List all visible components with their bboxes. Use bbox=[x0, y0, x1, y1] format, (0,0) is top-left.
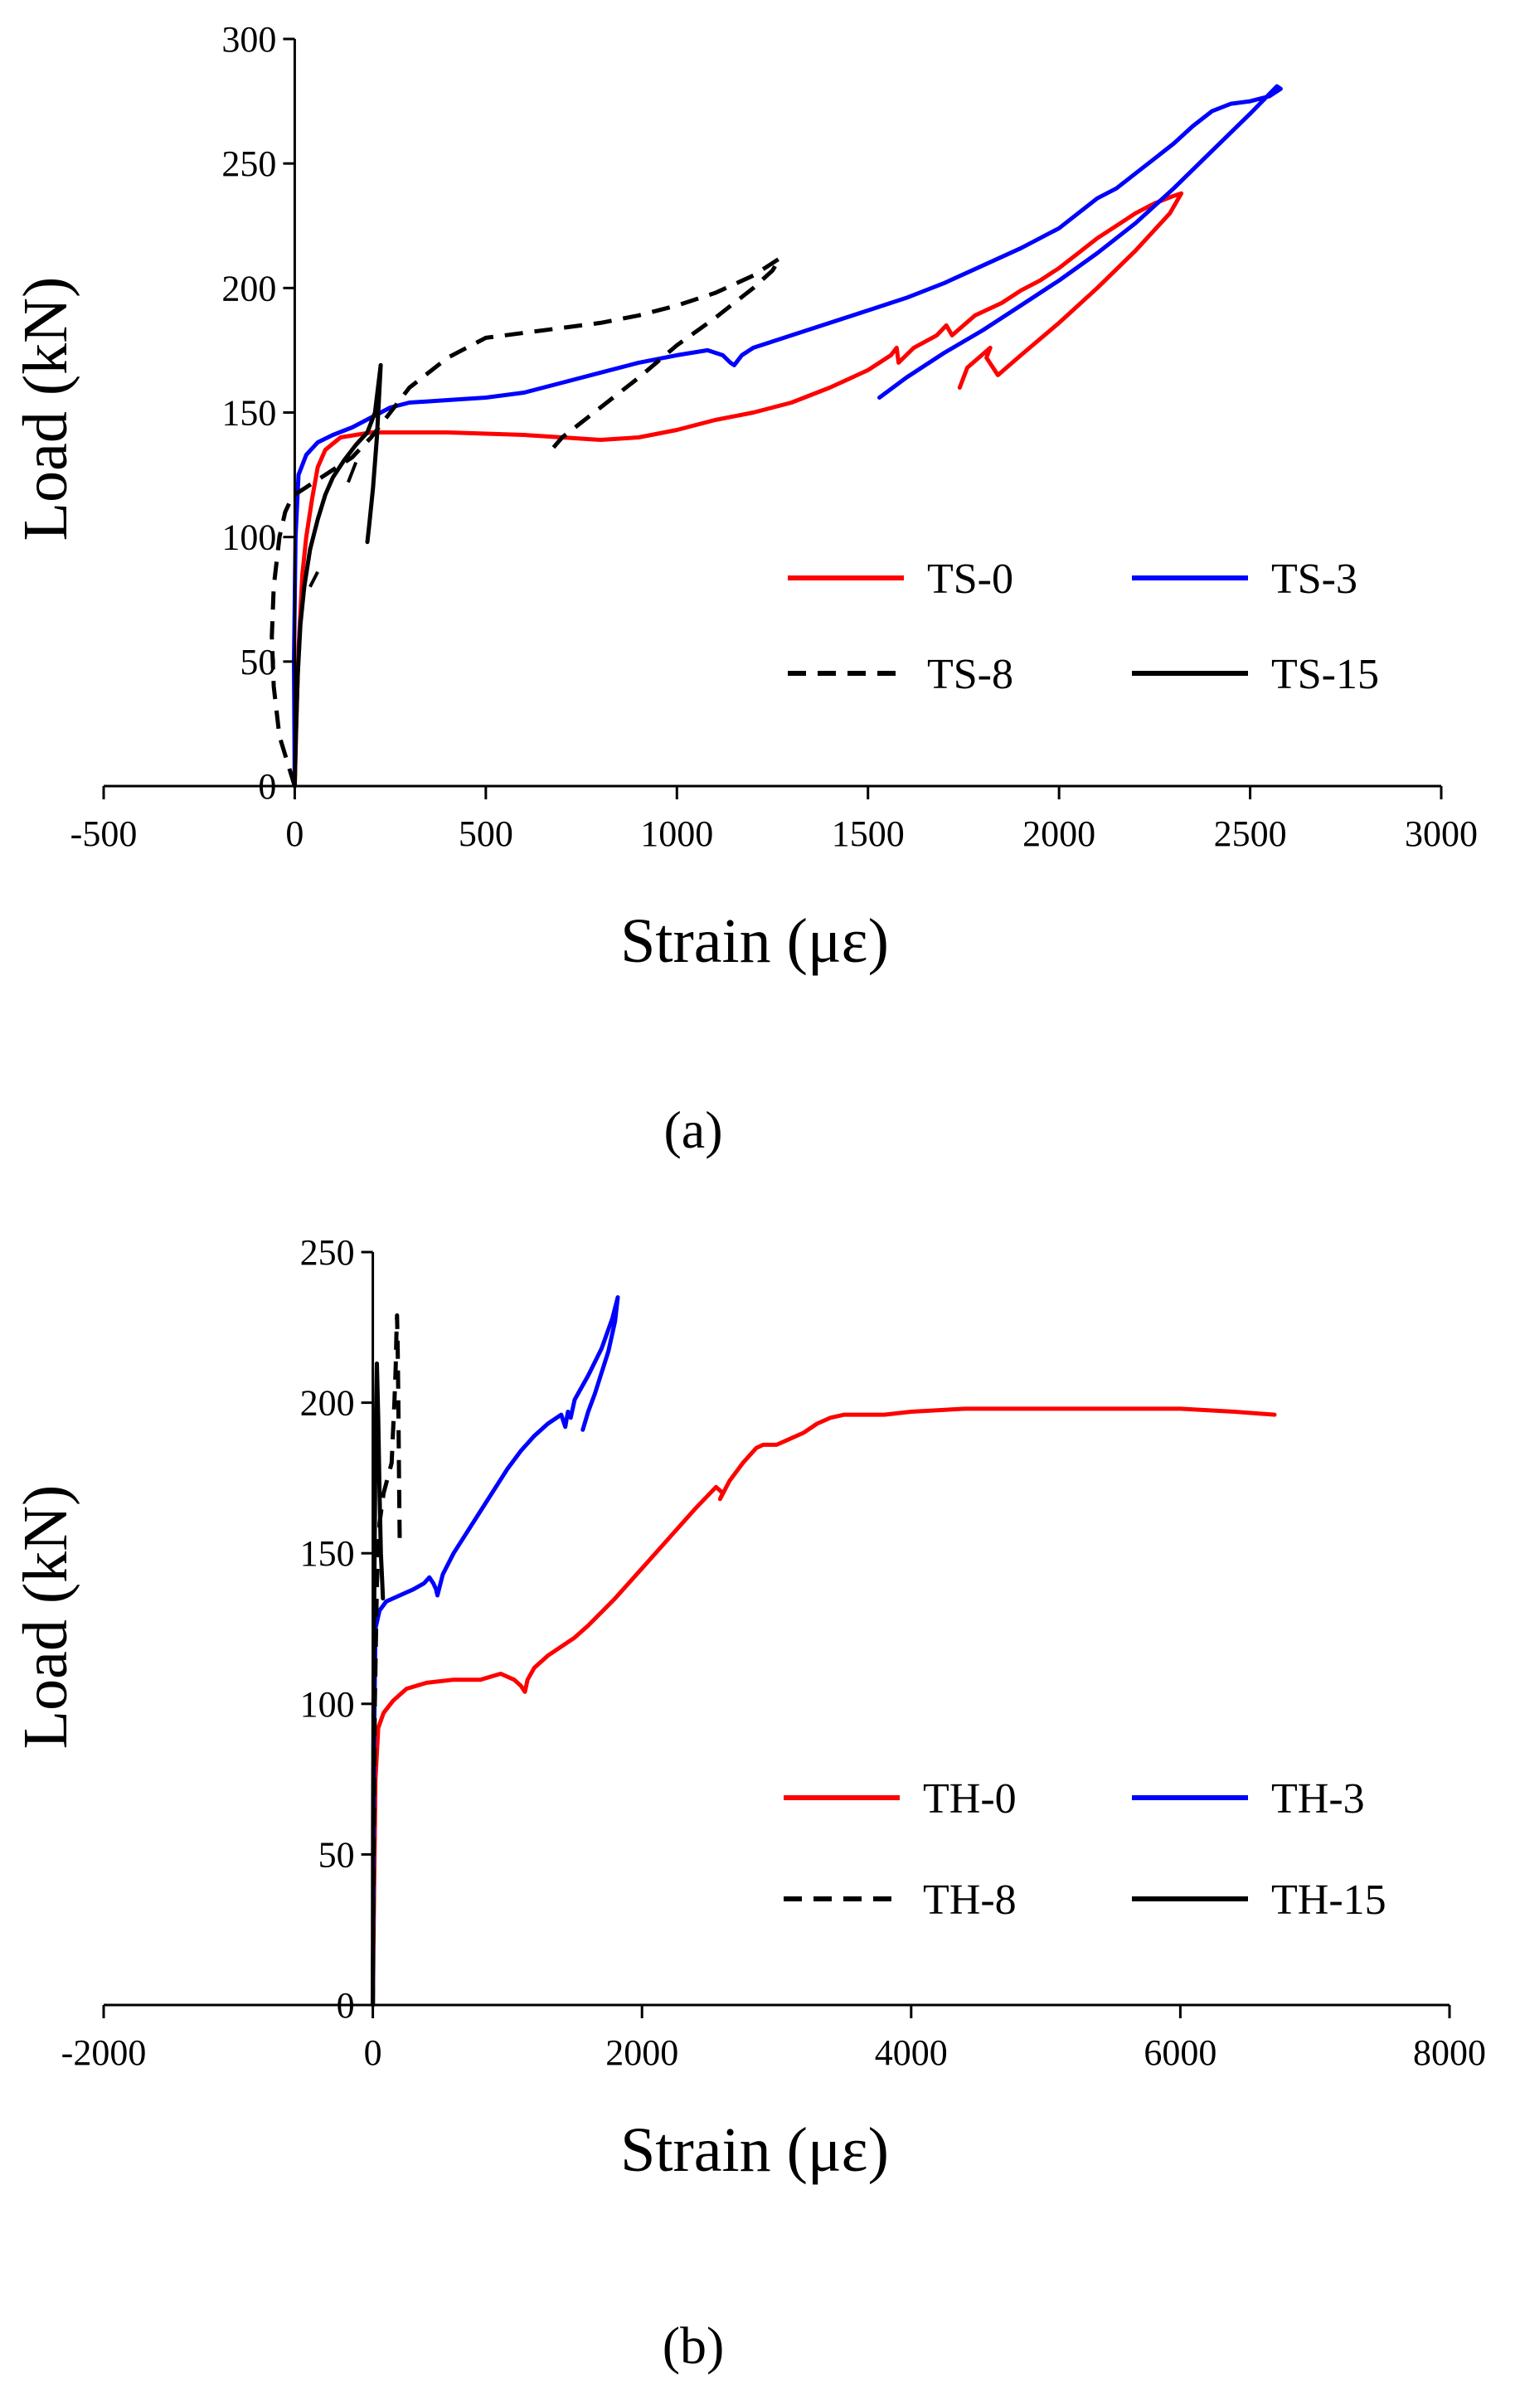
chart-b-series bbox=[371, 1295, 1277, 2007]
series-th-3 bbox=[371, 1295, 620, 2007]
chart-b-ytick-label: 150 bbox=[300, 1533, 355, 1574]
series-ts-8 bbox=[270, 255, 783, 787]
chart-b-ytick-label: 50 bbox=[318, 1834, 355, 1875]
chart-a-xtick-label: -500 bbox=[70, 813, 138, 854]
chart-b-xtick-label: 2000 bbox=[605, 2032, 678, 2073]
chart-a-ytick-label: 0 bbox=[258, 766, 276, 807]
chart-a-ytick-label: 300 bbox=[221, 19, 276, 60]
series-th-8 bbox=[371, 1313, 402, 2006]
chart-a-ytick-label: 50 bbox=[240, 642, 276, 682]
chart-b-xtick-label: -2000 bbox=[61, 2032, 147, 2073]
chart-a-xtick-label: 0 bbox=[285, 813, 304, 854]
chart-a-caption: (a) bbox=[663, 1100, 722, 1159]
legend-label-th-0: TH-0 bbox=[923, 1775, 1017, 1823]
chart-b-xtick-label: 4000 bbox=[875, 2032, 948, 2073]
legend-label-th-8: TH-8 bbox=[923, 1876, 1017, 1924]
legend-label-ts-15: TS-15 bbox=[1271, 651, 1379, 698]
chart-a-xtick-label: 1500 bbox=[832, 813, 905, 854]
chart-a: 0 50 100 150 200 250 300 -500 0 500 1000 1500 2000 25… bbox=[11, 19, 1478, 1159]
chart-b-axes: 0 50 100 150 200 250 -2000 0 2000 4000 6000 8000 bbox=[61, 1232, 1486, 2073]
chart-a-axes: 0 50 100 150 200 250 300 -500 0 500 1000 1500 2000 25… bbox=[70, 19, 1478, 854]
chart-a-ytick-label: 200 bbox=[221, 268, 276, 308]
chart-a-xtick-label: 2000 bbox=[1022, 813, 1095, 854]
chart-b-xlabel: Strain (με) bbox=[620, 2115, 889, 2185]
chart-b-xtick-label: 0 bbox=[364, 2032, 382, 2073]
chart-b-ytick-label: 250 bbox=[300, 1232, 355, 1273]
series-th-0 bbox=[371, 1406, 1277, 2007]
chart-b-ylabel: Load (kN) bbox=[11, 1485, 80, 1750]
chart-b-legend: TH-0 TH-3 TH-8 TH-15 bbox=[784, 1775, 1386, 1924]
chart-b-ytick-label: 0 bbox=[337, 1985, 355, 2026]
chart-b-ytick-label: 100 bbox=[300, 1684, 355, 1725]
chart-a-xtick-label: 3000 bbox=[1405, 813, 1478, 854]
series-ts-0 bbox=[292, 191, 1184, 789]
legend-label-ts-3: TS-3 bbox=[1271, 556, 1357, 603]
series-ts-15 bbox=[292, 362, 383, 789]
chart-a-ytick-label: 250 bbox=[221, 143, 276, 184]
chart-a-series bbox=[270, 84, 1283, 789]
chart-a-xtick-label: 1000 bbox=[640, 813, 713, 854]
chart-a-xtick-label: 500 bbox=[459, 813, 513, 854]
chart-a-ytick-label: 100 bbox=[221, 517, 276, 558]
legend-label-th-15: TH-15 bbox=[1271, 1876, 1386, 1924]
chart-a-ytick-label: 150 bbox=[221, 393, 276, 434]
legend-label-ts-0: TS-0 bbox=[927, 556, 1013, 603]
series-ts-8-mark bbox=[347, 461, 358, 483]
chart-a-xtick-label: 2500 bbox=[1214, 813, 1287, 854]
chart-b-ytick-label: 200 bbox=[300, 1383, 355, 1424]
chart-b-xtick-label: 8000 bbox=[1413, 2032, 1486, 2073]
chart-a-xlabel: Strain (με) bbox=[620, 906, 889, 976]
chart-a-ylabel: Load (kN) bbox=[11, 277, 80, 541]
legend-label-th-3: TH-3 bbox=[1271, 1775, 1365, 1823]
chart-b-caption: (b) bbox=[663, 2316, 725, 2375]
legend-label-ts-8: TS-8 bbox=[927, 651, 1013, 698]
chart-a-legend: TS-0 TS-3 TS-8 TS-15 bbox=[788, 556, 1379, 698]
chart-b-xtick-label: 6000 bbox=[1144, 2032, 1216, 2073]
series-ts-8-mark bbox=[308, 570, 319, 588]
chart-b: 0 50 100 150 200 250 -2000 0 2000 4000 6000 8000 TH… bbox=[11, 1232, 1486, 2375]
